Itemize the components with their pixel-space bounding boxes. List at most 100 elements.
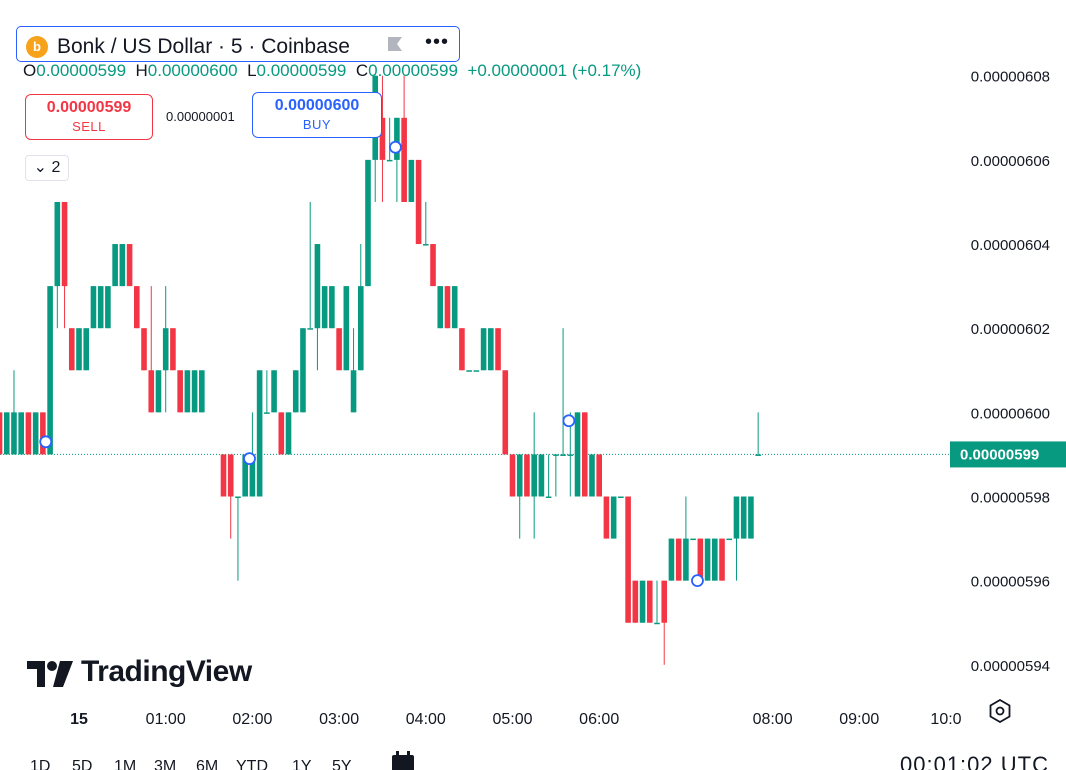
candle (545, 454, 552, 499)
calendar-icon[interactable] (390, 751, 416, 770)
candle-body (3, 412, 10, 455)
flag-icon[interactable] (387, 36, 403, 52)
candle-body (394, 117, 400, 160)
candle-body (704, 538, 711, 581)
candle-body (712, 538, 718, 581)
candle (408, 159, 415, 202)
candle (256, 370, 263, 497)
candle-body (97, 286, 104, 329)
candle-body (639, 580, 646, 623)
candle-body (423, 244, 429, 246)
candle (596, 454, 602, 497)
time-tick-label: 03:00 (319, 711, 359, 728)
candle (61, 201, 68, 329)
timeframe-1d[interactable]: 1D (30, 758, 51, 770)
candle-body (415, 159, 422, 245)
candle-body (191, 370, 198, 413)
time-tick-label: 15 (70, 711, 88, 728)
symbol-title[interactable]: Bonk / US Dollar · 5 · Coinbase (57, 35, 350, 58)
candle-body (733, 496, 740, 539)
candle (466, 370, 472, 372)
utc-clock[interactable]: 00:01:02 UTC (900, 752, 1049, 770)
candle (516, 454, 523, 539)
candle (177, 370, 183, 413)
signal-marker[interactable] (39, 435, 53, 449)
candle-body (740, 496, 747, 539)
symbol-search[interactable]: b Bonk / US Dollar · 5 · Coinbase ••• (16, 26, 460, 62)
timeframe-5y[interactable]: 5Y (332, 758, 352, 770)
candle-body (690, 538, 696, 541)
candle (292, 370, 299, 413)
candle-body (466, 370, 472, 372)
signal-marker[interactable] (691, 574, 704, 588)
candle (357, 244, 364, 371)
candle-body (567, 454, 574, 456)
candle-body (516, 454, 523, 497)
sell-button[interactable]: 0.00000599 SELL (25, 94, 153, 140)
price-axis[interactable]: 0.00000608 0.00000606 0.00000604 0.00000602… (971, 69, 1050, 675)
buy-label: BUY (302, 117, 332, 132)
candle (697, 538, 704, 581)
price-tick-label: 0.00000604 (971, 237, 1050, 254)
candle-body (141, 328, 147, 371)
candle (76, 328, 82, 371)
candle (155, 370, 162, 413)
timeframe-1m[interactable]: 1M (114, 758, 137, 770)
candle-body (177, 370, 183, 413)
high-value: 0.00000600 (147, 61, 238, 80)
candle-body (675, 538, 682, 581)
candle (191, 370, 198, 413)
candle-body (618, 496, 624, 499)
timeframe-5d[interactable]: 5D (72, 758, 93, 770)
time-tick-label: 10:0 (930, 711, 961, 728)
timeframe-6m[interactable]: 6M (196, 758, 219, 770)
candle-body (271, 370, 277, 413)
candle-body (343, 286, 350, 371)
candle (47, 286, 53, 455)
candle (444, 286, 451, 329)
candle-body (350, 370, 357, 413)
candle-body (502, 370, 509, 455)
candle (386, 117, 393, 162)
settings-icon[interactable] (988, 699, 1012, 723)
candle (473, 370, 480, 372)
candle-body (668, 538, 675, 581)
candle (343, 286, 350, 371)
candle (603, 496, 610, 539)
signal-marker[interactable] (562, 414, 576, 428)
candle-body (249, 454, 256, 497)
candle-body (314, 244, 321, 329)
signal-marker[interactable] (243, 452, 256, 466)
close-value: 0.00000599 (368, 61, 458, 80)
buy-button[interactable]: 0.00000600 BUY (252, 92, 382, 138)
candle-body (748, 496, 754, 539)
candle (18, 412, 24, 455)
candle-body (661, 580, 668, 623)
candle-body (25, 412, 32, 455)
candle-body (509, 454, 516, 497)
candle-body (379, 117, 386, 160)
candle (300, 328, 306, 413)
candle-body (0, 412, 3, 455)
candle-body (184, 370, 191, 413)
timeframe-3m[interactable]: 3M (154, 758, 177, 770)
candle (675, 538, 682, 581)
candle (437, 286, 444, 329)
candle-body (47, 286, 53, 455)
candle (227, 454, 234, 539)
candle-body (473, 370, 480, 372)
timeframe-ytd[interactable]: YTD (236, 758, 268, 770)
candle (307, 201, 313, 330)
candle (54, 201, 61, 329)
indicators-toggle-button[interactable]: ⌄ 2 (25, 155, 69, 181)
more-options-icon[interactable]: ••• (425, 31, 450, 53)
candle-body (264, 412, 270, 414)
candle (690, 538, 696, 541)
signal-marker[interactable] (389, 140, 402, 154)
candle (336, 328, 342, 371)
timeframe-1y[interactable]: 1Y (292, 758, 312, 770)
candle-body (444, 286, 451, 329)
candle-body (430, 244, 436, 287)
time-axis[interactable]: 15 01:00 02:00 03:00 04:00 05:00 06:00 08:00 09:… (70, 711, 962, 728)
